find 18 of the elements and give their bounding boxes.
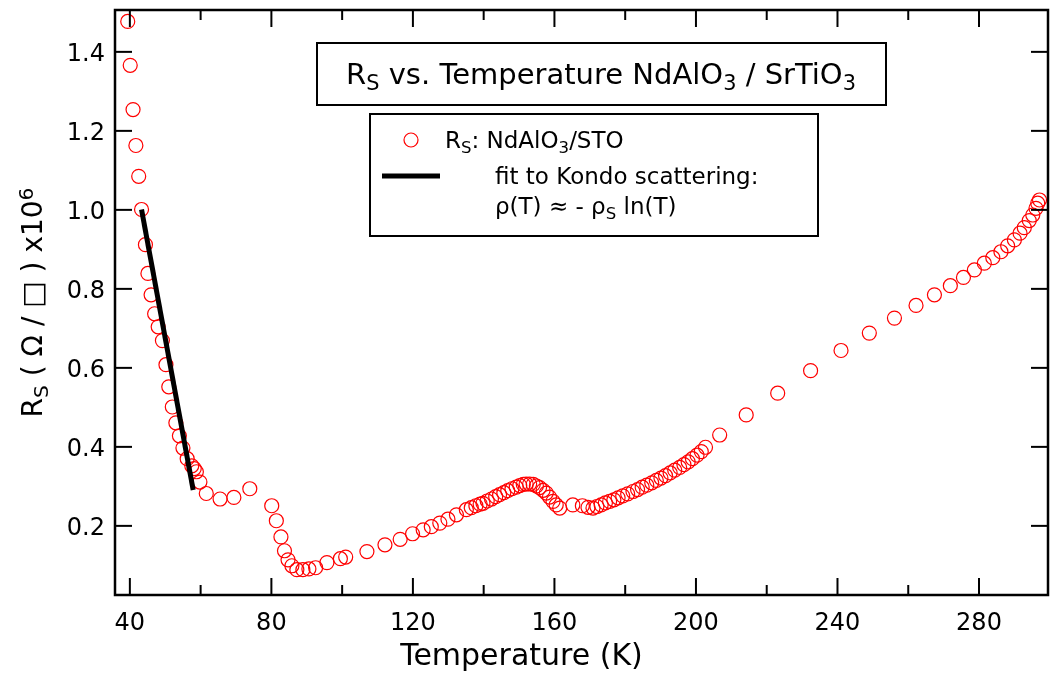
x-tick-label: 160 xyxy=(531,608,578,636)
y-tick-label: 0.6 xyxy=(66,354,105,383)
y-tick-label: 0.4 xyxy=(66,433,105,462)
text: R$_{S}$ vs. Temperature NdAlO$_{3}$ / SrTiO$_{3}$ xyxy=(346,57,856,96)
y-tick-label: 1.4 xyxy=(66,38,105,67)
x-tick-label: 240 xyxy=(814,608,861,636)
x-axis-title: Temperature (K) xyxy=(399,637,643,672)
y-tick-label: 1.2 xyxy=(66,117,105,146)
x-tick-label: 120 xyxy=(390,608,436,636)
x-tick-label: 80 xyxy=(256,608,287,636)
x-tick-label: 40 xyxy=(114,608,146,636)
x-tick-label: 200 xyxy=(673,608,719,636)
legend-label: fit to Kondo scattering: ρ(T) ≈ - ρ$_{S}$ ln(T) xyxy=(495,163,759,224)
y-tick-label: 1.0 xyxy=(66,196,105,225)
legend-label: R$_{S}$: NdAlO$_{3}$/STO xyxy=(445,127,624,158)
x-tick-label: 280 xyxy=(956,608,1002,636)
y-tick-label: 0.8 xyxy=(66,275,105,304)
y-tick-label: 0.2 xyxy=(66,512,105,541)
